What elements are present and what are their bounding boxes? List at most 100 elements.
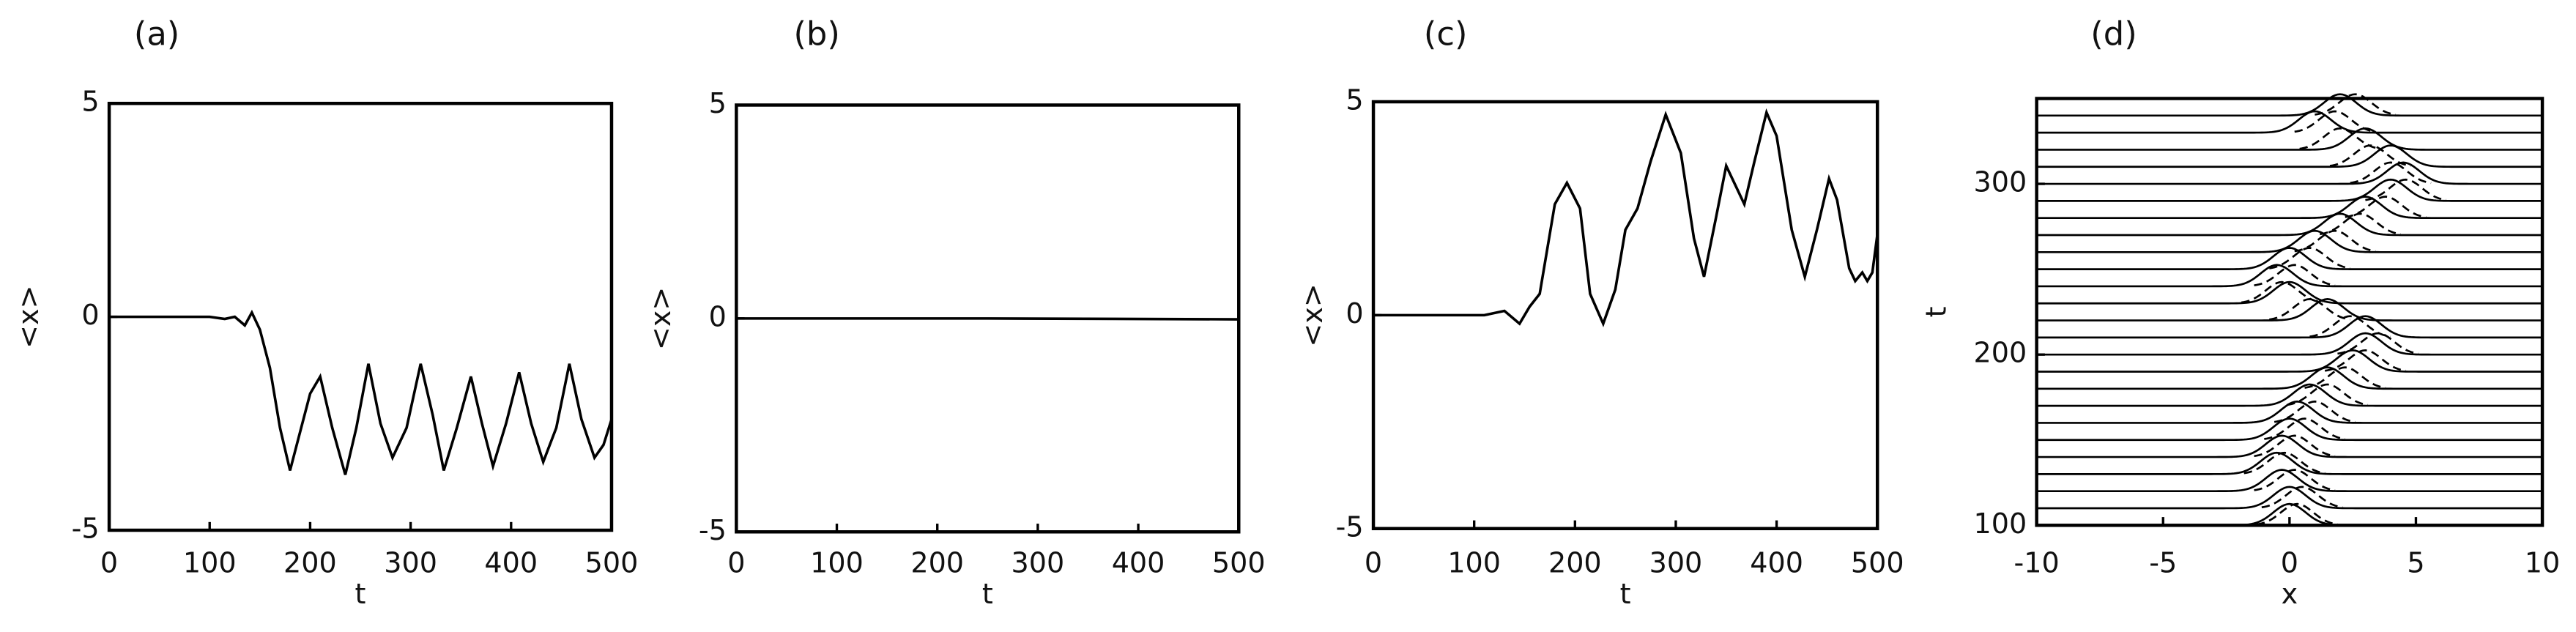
trace-dashed (2243, 451, 2326, 475)
trace (2036, 332, 2543, 356)
x-tick-label: 100 (1447, 547, 1501, 579)
trace-dashed (2324, 349, 2406, 372)
plot-frame (735, 103, 1241, 534)
trace (2036, 212, 2543, 237)
y-axis-label: t (1920, 306, 1953, 317)
y-tick-label: 5 (81, 86, 99, 118)
trace (2036, 110, 2543, 134)
x-tick-label: 400 (484, 547, 538, 579)
data-line (109, 309, 613, 475)
panel: (d) x t -10 -5 0 5 10 100 200 300 (1920, 14, 2561, 610)
y-tick-label: 200 (1973, 337, 2027, 369)
trace-dashed (2320, 212, 2401, 236)
trace-dashed (2287, 383, 2369, 406)
trace-dashed (2315, 93, 2397, 116)
x-axis-label: t (355, 578, 366, 610)
trace-dashed (2241, 280, 2323, 304)
x-tick-label: 500 (1212, 547, 1266, 579)
trace (2036, 93, 2543, 117)
y-tick-label: 0 (709, 300, 727, 332)
trace-dashed (2254, 434, 2336, 458)
y-axis-label: <x> (12, 285, 45, 348)
x-axis-label: t (982, 578, 993, 610)
y-tick-label: 300 (1973, 166, 2027, 198)
x-tick-label: 0 (100, 547, 118, 579)
trace-dashed (2345, 196, 2427, 218)
panel-label: (a) (134, 14, 179, 53)
x-axis-label: t (1620, 578, 1631, 610)
plot-frame (2035, 97, 2545, 527)
trace (2036, 196, 2543, 220)
y-tick-label: -5 (699, 514, 727, 546)
x-tick-label: 200 (1548, 547, 1602, 579)
plot-frame (1371, 100, 1879, 531)
trace (2036, 349, 2543, 373)
x-tick-label: 0 (727, 547, 745, 579)
y-tick-label: 100 (1973, 508, 2027, 540)
trace-dashed (2365, 178, 2447, 201)
trace-dashed (2309, 315, 2391, 338)
panel: (b)t<x>0 100 200 300 400 500-505 (645, 14, 1266, 610)
x-axis-label: x (2282, 578, 2298, 610)
trace-dashed (2274, 400, 2356, 423)
plot-frame (107, 101, 614, 532)
trace-dashed (2294, 229, 2376, 253)
y-tick-label: -5 (72, 513, 100, 545)
panel-label: (b) (793, 14, 839, 53)
trace (2036, 280, 2543, 305)
panel: (c)t<x>0 100 200 300 400 500-505 (1296, 14, 1904, 610)
trace (2036, 178, 2543, 202)
trace (2036, 417, 2543, 442)
trace-dashed (2254, 469, 2336, 491)
x-tick-label: 300 (1649, 547, 1703, 579)
trace-dashed (2350, 161, 2432, 185)
x-tick-label: -5 (2149, 547, 2177, 579)
y-tick-label: -5 (1336, 510, 1364, 543)
y-tick-label: 0 (81, 299, 99, 331)
trace-dashed (2261, 486, 2343, 509)
trace-dashed (2264, 417, 2346, 440)
trace (2036, 247, 2543, 270)
y-tick-label: 5 (709, 87, 727, 119)
data-line (1373, 108, 1879, 327)
x-tick-label: -10 (2014, 547, 2060, 579)
x-tick-label: 400 (1112, 547, 1165, 579)
trace-dashed (2269, 247, 2350, 269)
x-tick-label: 200 (910, 547, 964, 579)
trace-dashed (2299, 127, 2381, 150)
x-tick-label: 300 (384, 547, 437, 579)
trace (2036, 127, 2543, 151)
trace-dashed (2256, 502, 2338, 526)
panel-label: (d) (2090, 14, 2137, 53)
trace-dashed (2294, 110, 2376, 133)
trace (2036, 366, 2543, 390)
x-tick-label: 500 (1851, 547, 1904, 579)
trace (2036, 486, 2543, 510)
trace (2036, 161, 2543, 185)
y-axis-label: <x> (1296, 283, 1329, 346)
x-tick-label: 500 (585, 547, 639, 579)
y-tick-label: 5 (1345, 83, 1363, 116)
panel: (a)t<x>0 100 200 300 400 500-505 (12, 14, 638, 610)
x-tick-label: 0 (2281, 547, 2298, 579)
trace (2036, 469, 2543, 493)
x-tick-label: 5 (2407, 547, 2424, 579)
trace (2036, 451, 2543, 475)
trace (2036, 434, 2543, 458)
y-axis-label: <x> (645, 287, 677, 350)
panel-label: (c) (1424, 14, 1468, 53)
x-tick-label: 400 (1750, 547, 1803, 579)
trace (2036, 298, 2543, 321)
trace (2036, 315, 2543, 339)
x-tick-label: 10 (2525, 547, 2560, 579)
x-tick-label: 200 (283, 547, 337, 579)
x-tick-label: 300 (1012, 547, 1065, 579)
trace (2036, 144, 2543, 168)
trace-dashed (2304, 366, 2386, 389)
trace-dashed (2254, 264, 2336, 287)
trace (2036, 229, 2543, 253)
trace (2036, 264, 2543, 288)
trace (2036, 383, 2543, 407)
